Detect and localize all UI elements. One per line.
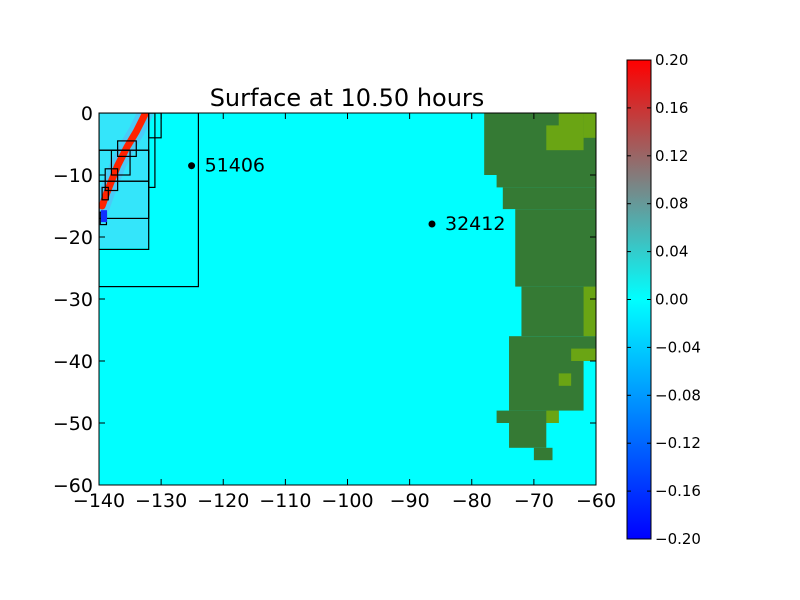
x-tick-label: −100 <box>321 490 373 512</box>
colorbar-tick-label: 0.12 <box>655 147 688 165</box>
land-block <box>496 410 559 423</box>
land-block <box>496 175 596 188</box>
gauge-marker <box>188 162 196 170</box>
y-tick-label: −60 <box>53 475 93 497</box>
colorbar-tick-label: −0.12 <box>655 434 701 452</box>
colorbar-tick-label: −0.08 <box>655 386 701 404</box>
y-tick-label: 0 <box>81 103 93 125</box>
y-tick-label: −50 <box>53 413 93 435</box>
highland-block <box>583 286 596 337</box>
gauge-label: 51406 <box>205 155 265 177</box>
amr-grid-patches <box>99 113 200 288</box>
land-block <box>509 361 584 411</box>
x-tick-label: −120 <box>197 490 249 512</box>
colorbar-tick-label: −0.16 <box>655 482 701 500</box>
colorbar-tick-label: 0.04 <box>655 243 688 261</box>
highland-block <box>558 373 572 386</box>
x-tick-label: −140 <box>73 490 125 512</box>
grid-patch <box>101 186 109 201</box>
land-block <box>509 423 547 448</box>
x-tick-label: −70 <box>514 490 554 512</box>
y-axis: 0 −10 −20 −30 −40 −50 −60 <box>53 103 596 497</box>
y-tick-label: −10 <box>53 165 93 187</box>
x-tick-label: −60 <box>576 490 616 512</box>
land-layer <box>484 113 596 461</box>
x-tick-label: −110 <box>259 490 311 512</box>
land-block <box>515 209 596 287</box>
y-tick-label: −40 <box>53 351 93 373</box>
highland-block <box>571 348 596 361</box>
land-block <box>533 447 553 461</box>
x-tick-label: −130 <box>135 490 187 512</box>
gauge-layer: 51406 32412 <box>188 155 505 235</box>
gauge-label: 32412 <box>445 213 505 235</box>
colorbar-tick-label: 0.20 <box>655 51 688 69</box>
chart-title: Surface at 10.50 hours <box>210 84 485 112</box>
tsunami-front <box>99 113 150 210</box>
gauge-marker <box>428 220 436 228</box>
grid-patch <box>110 149 131 176</box>
grid-patch <box>104 168 119 192</box>
colorbar-tick-label: −0.04 <box>655 338 701 356</box>
colorbar-tick-label: −0.20 <box>655 530 701 548</box>
colorbar-tick-label: 0.16 <box>655 99 688 117</box>
colorbar-tick-label: 0.00 <box>655 291 688 309</box>
colorbar-ticks: 0.20 0.16 0.12 0.08 0.04 0.00 −0.04 −0.08 −0.12 −… <box>627 51 701 548</box>
grid-patch <box>148 113 156 189</box>
plot-area: 51406 32412 <box>99 113 596 485</box>
x-tick-label: −80 <box>452 490 492 512</box>
grid-patch <box>99 113 200 288</box>
x-tick-label: −90 <box>390 490 430 512</box>
y-tick-label: −20 <box>53 227 93 249</box>
land-block <box>502 187 596 210</box>
y-tick-label: −30 <box>53 289 93 311</box>
highland-block <box>546 125 584 151</box>
grid-patch <box>117 140 137 157</box>
negative-trough <box>100 210 107 223</box>
highland-block <box>546 410 559 423</box>
x-axis: −140 −130 −120 −110 −100 −90 −80 −70 −60 <box>73 113 616 512</box>
highland-block <box>583 113 596 138</box>
colorbar-tick-label: 0.08 <box>655 195 688 213</box>
